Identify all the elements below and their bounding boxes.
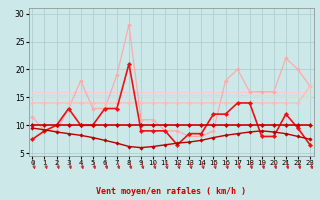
Text: Vent moyen/en rafales ( km/h ): Vent moyen/en rafales ( km/h ) xyxy=(96,187,246,196)
